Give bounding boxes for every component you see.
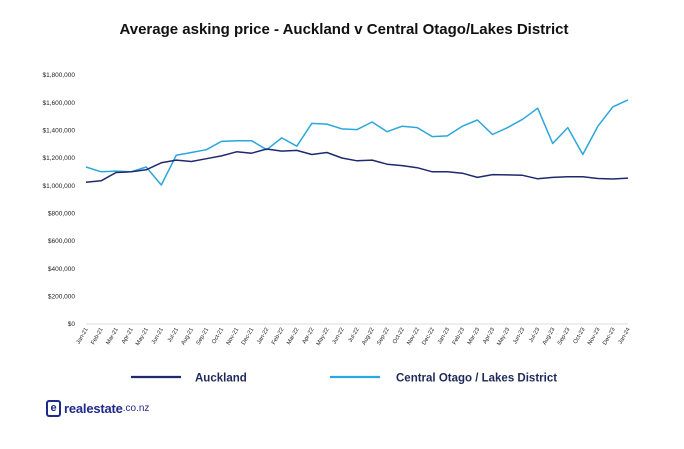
realestate-logo-name: realestate <box>64 401 123 416</box>
x-tick-label: Nov-23 <box>587 327 602 346</box>
x-tick-label: Feb-23 <box>452 327 466 346</box>
series-layer <box>85 99 629 186</box>
x-tick-label: May-22 <box>316 327 331 347</box>
x-tick-label: Nov-22 <box>406 327 421 346</box>
y-tick-label: $1,600,000 <box>42 100 75 107</box>
legend-label-auckland: Auckland <box>195 373 247 385</box>
x-tick-label: Jul-22 <box>348 327 361 344</box>
y-tick-label: $1,200,000 <box>42 155 75 162</box>
x-tick-label: Mar-23 <box>467 327 481 346</box>
x-tick-label: Sep-21 <box>196 327 211 346</box>
x-tick-label: Mar-21 <box>105 327 119 346</box>
y-tick-label: $400,000 <box>48 266 75 273</box>
x-tick-label: Jul-21 <box>167 327 180 344</box>
realestate-logo[interactable]: e realestate .co.nz <box>46 400 149 417</box>
x-tick-label: May-21 <box>135 327 150 347</box>
x-tick-label: May-23 <box>496 327 511 347</box>
y-tick-label: $1,000,000 <box>42 183 75 190</box>
realestate-logo-tld: .co.nz <box>122 403 150 414</box>
legend-label-central-otago: Central Otago / Lakes District <box>396 373 557 385</box>
y-tick-label: $0 <box>68 321 76 328</box>
y-tick-label: $1,800,000 <box>42 72 75 79</box>
x-tick-label: Oct-23 <box>573 327 587 345</box>
x-tick-label: Jan-21 <box>76 327 90 345</box>
x-tick-label: Apr-23 <box>482 327 496 345</box>
x-tick-label: Jan-24 <box>618 326 632 345</box>
x-tick-label: Feb-21 <box>90 327 104 346</box>
x-axis-ticks: Jan-21 Feb-21 Mar-21 Apr-21 May-21 Jun-21 Jul-… <box>76 326 632 346</box>
x-tick-label: Jun-21 <box>151 327 165 345</box>
x-tick-label: Jan-22 <box>256 327 270 345</box>
x-tick-label: Dec-21 <box>241 327 256 346</box>
realestate-logo-icon: e <box>46 400 61 417</box>
legend[interactable]: Auckland Central Otago / Lakes District <box>131 373 557 385</box>
y-axis-ticks: $0 $200,000 $400,000 $600,000 $800,000 $1,000… <box>42 72 75 328</box>
y-tick-label: $600,000 <box>48 238 75 245</box>
series-line-auckland <box>85 148 629 183</box>
x-tick-label: Aug-22 <box>361 327 376 346</box>
x-tick-label: Dec-22 <box>421 327 436 346</box>
x-tick-label: Apr-22 <box>302 327 316 345</box>
x-tick-label: Sep-22 <box>376 327 391 346</box>
series-line-central-otago <box>85 99 629 186</box>
x-tick-label: Dec-23 <box>602 327 617 346</box>
x-tick-label: Nov-21 <box>226 327 241 346</box>
x-tick-label: Jun-23 <box>512 327 526 345</box>
x-tick-label: Mar-22 <box>286 327 300 346</box>
x-tick-label: Jul-23 <box>528 327 541 344</box>
x-tick-label: Feb-22 <box>271 327 285 346</box>
x-tick-label: Jan-23 <box>437 327 451 345</box>
x-tick-label: Oct-21 <box>211 327 225 345</box>
x-tick-label: Oct-22 <box>392 327 406 345</box>
x-tick-label: Aug-21 <box>181 327 196 346</box>
x-tick-label: Aug-23 <box>542 327 557 346</box>
x-tick-label: Sep-23 <box>557 327 572 346</box>
chart-title: Average asking price - Auckland v Centra… <box>119 21 568 38</box>
y-tick-label: $1,400,000 <box>42 128 75 135</box>
x-tick-label: Jun-22 <box>332 327 346 345</box>
x-tick-label: Apr-21 <box>121 327 135 345</box>
y-tick-label: $800,000 <box>48 211 75 218</box>
y-tick-label: $200,000 <box>48 294 75 301</box>
